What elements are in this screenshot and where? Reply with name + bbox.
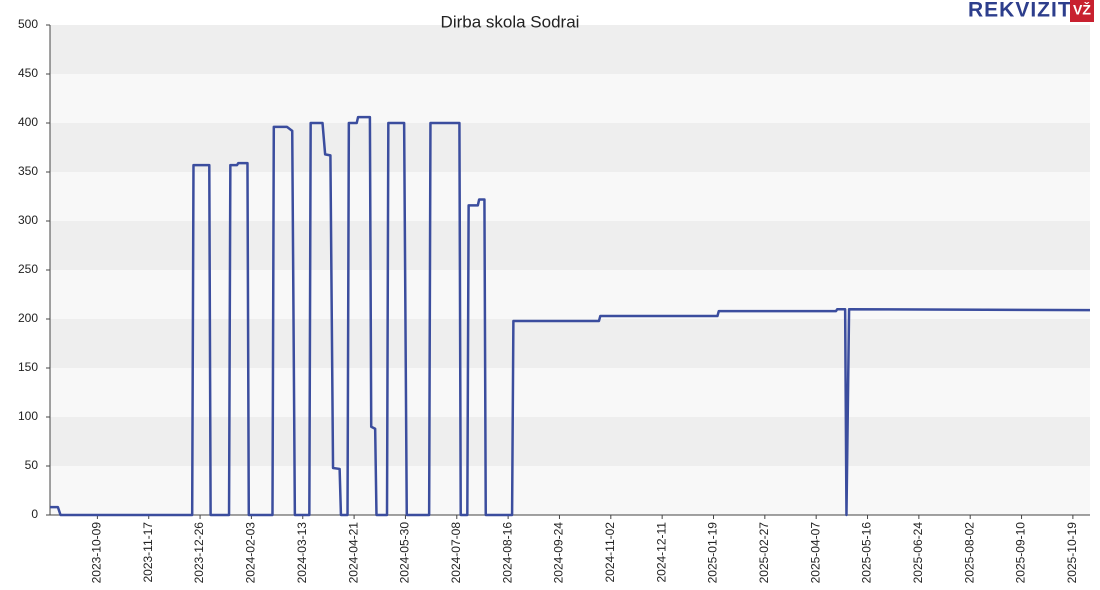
brand-badge: VŽ	[1073, 1, 1091, 18]
x-tick-label: 2025-05-16	[860, 522, 874, 584]
x-tick-label: 2025-02-27	[757, 522, 771, 584]
x-tick-label: 2025-04-07	[808, 522, 822, 584]
y-tick-label: 200	[18, 311, 38, 325]
x-tick-label: 2025-06-24	[911, 522, 925, 584]
x-tick-label: 2024-07-08	[449, 522, 463, 584]
x-tick-label: 2025-09-10	[1014, 522, 1028, 584]
x-tick-label: 2024-12-11	[654, 522, 668, 583]
grid-band	[50, 319, 1090, 368]
y-tick-label: 150	[18, 360, 38, 374]
y-tick-label: 450	[18, 66, 38, 80]
x-tick-label: 2024-03-13	[295, 522, 309, 584]
x-tick-label: 2023-11-17	[141, 522, 155, 583]
y-tick-label: 500	[18, 17, 38, 31]
y-tick-label: 300	[18, 213, 38, 227]
grid-band	[50, 172, 1090, 221]
y-tick-label: 50	[25, 458, 39, 472]
x-tick-label: 2023-12-26	[192, 522, 206, 584]
brand-name: REKVIZITAI	[968, 0, 1093, 22]
grid-band	[50, 417, 1090, 466]
grid-band	[50, 221, 1090, 270]
x-tick-label: 2024-04-21	[346, 522, 360, 584]
y-tick-label: 0	[31, 507, 38, 521]
y-tick-label: 100	[18, 409, 38, 423]
x-tick-label: 2025-01-19	[706, 522, 720, 584]
x-tick-label: 2023-10-09	[90, 522, 104, 584]
y-tick-label: 250	[18, 262, 38, 276]
line-series	[50, 115, 1091, 517]
grid-band	[50, 123, 1090, 172]
grid-band	[50, 368, 1090, 417]
x-tick-label: 2024-02-03	[244, 522, 258, 584]
x-tick-label: 2024-05-30	[398, 522, 412, 584]
x-tick-label: 2024-08-16	[500, 522, 514, 584]
x-tick-label: 2025-08-02	[962, 522, 976, 584]
grid-band	[50, 466, 1090, 515]
x-tick-label: 2024-09-24	[552, 522, 566, 584]
chart-title: Dirba skola Sodrai	[441, 12, 580, 31]
brand-badge-box	[1070, 0, 1094, 22]
x-tick-label: 2024-11-02	[603, 522, 617, 583]
grid-band	[50, 270, 1090, 319]
y-tick-label: 400	[18, 115, 38, 129]
x-tick-label: 2025-10-19	[1065, 522, 1079, 584]
y-tick-label: 350	[18, 164, 38, 178]
grid-band	[50, 25, 1090, 74]
grid-band	[50, 74, 1090, 123]
